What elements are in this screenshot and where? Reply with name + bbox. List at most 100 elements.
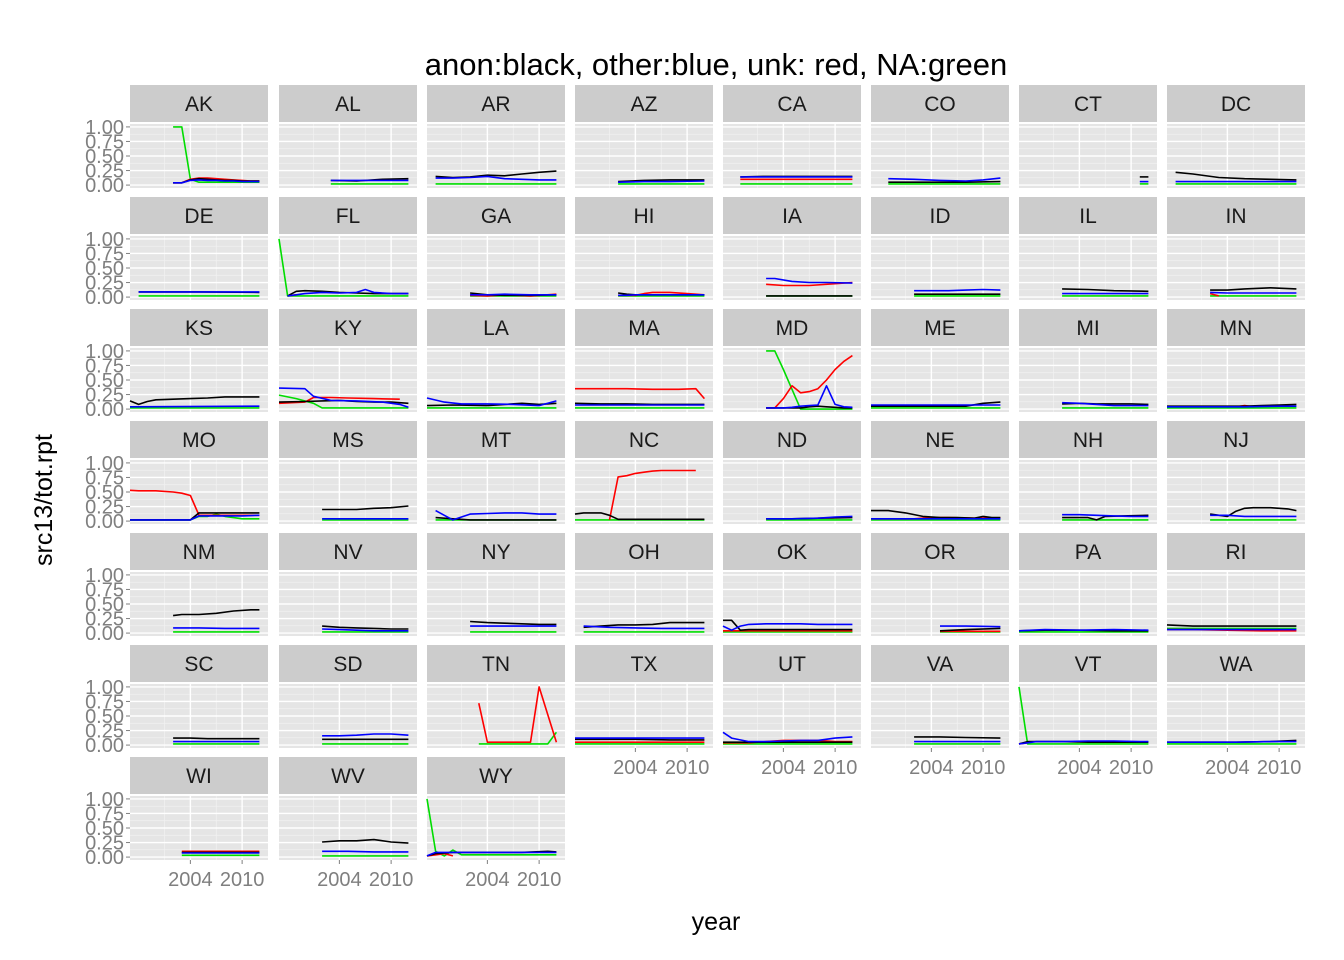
y-tick-label: 0.75 bbox=[85, 467, 124, 489]
y-tick-label: 0.50 bbox=[85, 258, 124, 280]
facet-strip bbox=[279, 757, 417, 794]
facet-strip bbox=[279, 533, 417, 570]
y-tick-label: 0.25 bbox=[85, 497, 124, 519]
facet-ar: AR bbox=[427, 85, 565, 188]
series-line-other bbox=[1167, 405, 1297, 408]
facet-strip-label: HI bbox=[634, 205, 655, 228]
facet-strip bbox=[130, 757, 268, 794]
facet-strip bbox=[1167, 197, 1305, 234]
facet-strip bbox=[1167, 309, 1305, 346]
facet-strip bbox=[130, 197, 268, 234]
facet-strip-label: NC bbox=[629, 429, 659, 452]
series-line-unk bbox=[478, 686, 558, 744]
facet-strip-label: IN bbox=[1226, 205, 1247, 228]
facet-fl: FL bbox=[278, 197, 417, 300]
series-line-other bbox=[1018, 628, 1149, 632]
y-tick-label: 0.50 bbox=[85, 146, 124, 168]
y-tick-label: 0.50 bbox=[85, 706, 124, 728]
facet-in: IN bbox=[1167, 197, 1305, 300]
y-tick-label: 1.00 bbox=[85, 677, 124, 699]
facet-strip-label: ME bbox=[924, 317, 956, 340]
facet-nc: NC bbox=[574, 421, 713, 524]
x-tick-label: 2010 bbox=[961, 757, 1006, 779]
facet-strip-label: FL bbox=[336, 205, 361, 228]
facet-strip bbox=[279, 421, 417, 458]
y-tick-label: 0.50 bbox=[85, 370, 124, 392]
series-line-anon bbox=[1210, 286, 1297, 291]
y-tick-label: 0.00 bbox=[85, 735, 124, 757]
facet-ma: MA bbox=[574, 309, 713, 412]
y-tick-label: 0.75 bbox=[85, 355, 124, 377]
facet-strip bbox=[427, 757, 565, 794]
facet-strip-label: LA bbox=[483, 317, 509, 340]
series-line-other bbox=[129, 405, 260, 408]
facet-wv: WV 2004 2010 bbox=[279, 757, 417, 891]
facet-strip bbox=[130, 309, 268, 346]
series-line-anon bbox=[723, 619, 853, 632]
series-line-other bbox=[173, 627, 260, 630]
facet-nj: NJ bbox=[1167, 421, 1305, 524]
x-tick-label: 2004 bbox=[317, 869, 362, 891]
facet-strip-label: CO bbox=[924, 93, 956, 116]
facet-mi: MI bbox=[1019, 309, 1157, 412]
facet-al: AL bbox=[279, 85, 417, 188]
facet-ms: MS bbox=[279, 421, 417, 524]
y-tick-label: 0.25 bbox=[85, 273, 124, 295]
series-line-anon bbox=[172, 608, 260, 617]
y-tick-label: 0.00 bbox=[85, 175, 124, 197]
facet-de: DE 0.000.250.500.751.00 bbox=[85, 197, 268, 309]
x-tick-label: 2004 bbox=[909, 757, 954, 779]
series-line-anon bbox=[939, 627, 1001, 632]
facet-ks: KS 0.000.250.500.751.00 bbox=[85, 309, 268, 421]
facet-strip bbox=[723, 533, 861, 570]
x-tick-label: 2010 bbox=[220, 869, 265, 891]
facet-strip-label: RI bbox=[1226, 541, 1247, 564]
y-tick-label: 0.50 bbox=[85, 594, 124, 616]
facet-strip-label: UT bbox=[778, 653, 806, 676]
facet-strip bbox=[427, 197, 565, 234]
series-line-other bbox=[583, 625, 705, 630]
facet-strip-label: TX bbox=[631, 653, 658, 676]
series-line-anon bbox=[322, 838, 409, 844]
facet-strip bbox=[575, 645, 713, 682]
series-line-other bbox=[322, 850, 409, 853]
series-line-anon bbox=[888, 180, 1001, 183]
series-line-anon bbox=[1166, 624, 1297, 627]
facet-strip bbox=[723, 645, 861, 682]
facet-strip bbox=[723, 197, 861, 234]
series-line-other bbox=[766, 277, 853, 284]
facet-strip bbox=[575, 533, 713, 570]
series-line-other bbox=[130, 514, 260, 521]
facet-strip bbox=[871, 421, 1009, 458]
facet-pa: PA bbox=[1018, 533, 1157, 636]
facet-wi: WI 0.000.250.500.751.00 2004 2010 bbox=[85, 757, 268, 891]
facet-strip bbox=[279, 85, 417, 122]
facet-strip bbox=[723, 421, 861, 458]
series-line-unk bbox=[575, 387, 706, 400]
facet-strip-label: NV bbox=[333, 541, 362, 564]
facet-strip bbox=[723, 309, 861, 346]
facet-strip-label: OH bbox=[628, 541, 660, 564]
facet-strip-label: AL bbox=[335, 93, 361, 116]
facet-md: MD bbox=[723, 309, 861, 412]
facet-strip-label: MO bbox=[182, 429, 216, 452]
series-line-other bbox=[435, 175, 557, 181]
facet-strip-label: WI bbox=[186, 765, 212, 788]
facet-mt: MT bbox=[427, 421, 565, 524]
facet-strip-label: ND bbox=[777, 429, 807, 452]
facet-strip-label: IA bbox=[782, 205, 802, 228]
series-line-unk bbox=[766, 354, 853, 409]
series-line-other bbox=[618, 180, 705, 183]
facet-strip bbox=[427, 421, 565, 458]
series-line-anon bbox=[1175, 171, 1297, 181]
facet-strip-label: OK bbox=[777, 541, 807, 564]
facet-strip-label: WY bbox=[479, 765, 513, 788]
x-tick-label: 2004 bbox=[761, 757, 806, 779]
y-axis-title: src13/tot.rpt bbox=[30, 434, 58, 566]
facet-nm: NM 0.000.250.500.751.00 bbox=[85, 533, 268, 645]
y-tick-label: 0.50 bbox=[85, 818, 124, 840]
facet-strip-label: AZ bbox=[631, 93, 658, 116]
facet-strip-label: NJ bbox=[1223, 429, 1249, 452]
facet-strip-label: TN bbox=[482, 653, 510, 676]
facet-strip-label: NH bbox=[1073, 429, 1103, 452]
